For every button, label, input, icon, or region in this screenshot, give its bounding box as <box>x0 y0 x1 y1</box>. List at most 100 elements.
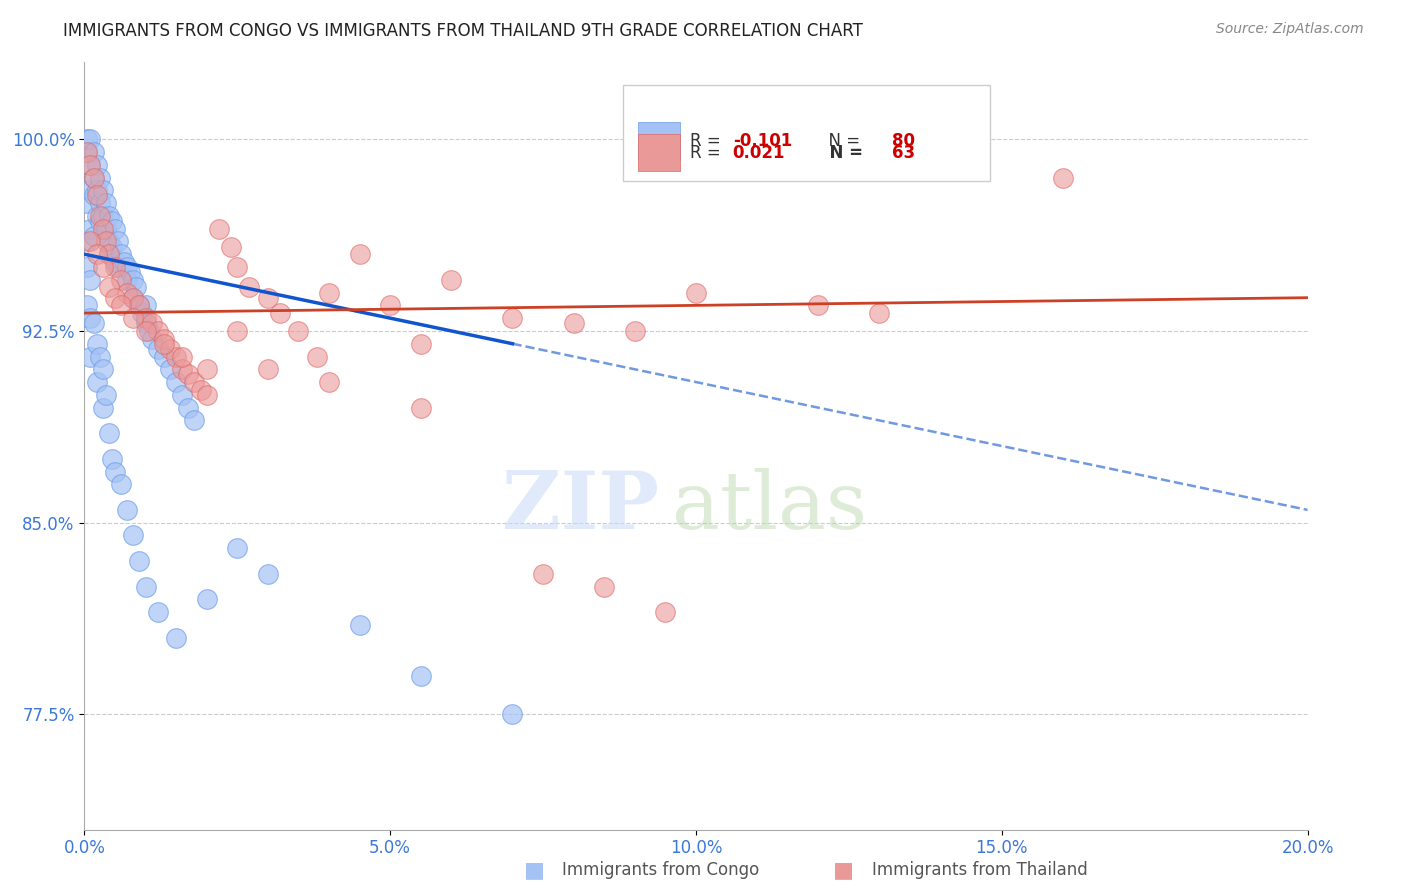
Point <box>76 235 98 249</box>
Point <box>94 235 117 249</box>
Point <box>94 196 117 211</box>
Point <box>83 170 105 185</box>
Point <box>257 362 280 376</box>
Point <box>110 477 132 491</box>
Point <box>122 291 145 305</box>
Point <box>349 247 371 261</box>
Point <box>76 196 98 211</box>
Point <box>104 465 127 479</box>
Text: N =: N = <box>818 132 866 150</box>
Point <box>89 196 111 211</box>
Text: ■: ■ <box>524 860 544 880</box>
Point <box>104 221 127 235</box>
Point <box>562 316 585 330</box>
Point <box>153 332 176 346</box>
Point <box>86 247 108 261</box>
Point <box>195 592 218 607</box>
Text: 80: 80 <box>891 132 915 150</box>
Point <box>101 239 124 253</box>
Point <box>409 669 432 683</box>
Point <box>110 298 132 312</box>
Point <box>122 291 145 305</box>
Point <box>122 311 145 326</box>
Point <box>172 388 194 402</box>
Point <box>226 324 249 338</box>
Point <box>226 260 249 274</box>
Point <box>159 362 181 376</box>
Point <box>86 336 108 351</box>
Point <box>86 188 108 202</box>
Point <box>1052 170 1074 185</box>
Point <box>91 221 114 235</box>
Point <box>165 375 187 389</box>
Point <box>146 342 169 356</box>
Point <box>269 306 291 320</box>
Point <box>79 350 101 364</box>
Point <box>97 426 120 441</box>
Point <box>654 605 676 619</box>
Point <box>79 158 101 172</box>
Point <box>79 132 101 146</box>
Point <box>141 332 163 346</box>
Point <box>195 362 218 376</box>
Point <box>153 336 176 351</box>
Point <box>257 566 280 581</box>
Point <box>531 566 554 581</box>
Point <box>122 273 145 287</box>
Point <box>747 132 769 146</box>
Point <box>104 260 127 274</box>
Text: ZIP: ZIP <box>502 468 659 547</box>
Point <box>104 255 127 269</box>
Point <box>208 221 231 235</box>
Text: Immigrants from Thailand: Immigrants from Thailand <box>872 861 1087 879</box>
Point <box>83 316 105 330</box>
Point <box>89 350 111 364</box>
FancyBboxPatch shape <box>623 86 990 181</box>
Point <box>128 298 150 312</box>
Point <box>146 324 169 338</box>
Text: Immigrants from Congo: Immigrants from Congo <box>562 861 759 879</box>
Point <box>101 214 124 228</box>
Point <box>83 188 105 202</box>
Point <box>318 375 340 389</box>
Text: IMMIGRANTS FROM CONGO VS IMMIGRANTS FROM THAILAND 9TH GRADE CORRELATION CHART: IMMIGRANTS FROM CONGO VS IMMIGRANTS FROM… <box>63 22 863 40</box>
Point <box>287 324 309 338</box>
Point <box>159 342 181 356</box>
Point <box>177 401 200 415</box>
Point <box>76 260 98 274</box>
Point <box>79 158 101 172</box>
Point <box>593 580 616 594</box>
Point <box>115 285 138 300</box>
Point <box>165 350 187 364</box>
Point <box>238 280 260 294</box>
Point <box>97 235 120 249</box>
Point <box>79 221 101 235</box>
Point <box>219 239 242 253</box>
Point <box>128 554 150 568</box>
Point <box>115 503 138 517</box>
Point <box>79 311 101 326</box>
Point <box>195 388 218 402</box>
Point <box>76 298 98 312</box>
Point <box>409 336 432 351</box>
Point <box>83 145 105 159</box>
Point <box>135 580 157 594</box>
Text: R =: R = <box>690 144 725 161</box>
Point <box>305 350 328 364</box>
Point <box>380 298 402 312</box>
Point <box>125 280 148 294</box>
Text: atlas: atlas <box>672 468 866 547</box>
Point <box>112 255 135 269</box>
Point <box>120 265 142 279</box>
Point <box>97 247 120 261</box>
Point <box>110 247 132 261</box>
Text: 63: 63 <box>891 144 915 161</box>
FancyBboxPatch shape <box>638 134 681 171</box>
FancyBboxPatch shape <box>638 122 681 160</box>
Point <box>97 280 120 294</box>
Point <box>685 285 707 300</box>
Point <box>226 541 249 556</box>
Point <box>440 273 463 287</box>
Point <box>91 362 114 376</box>
Point <box>177 368 200 382</box>
